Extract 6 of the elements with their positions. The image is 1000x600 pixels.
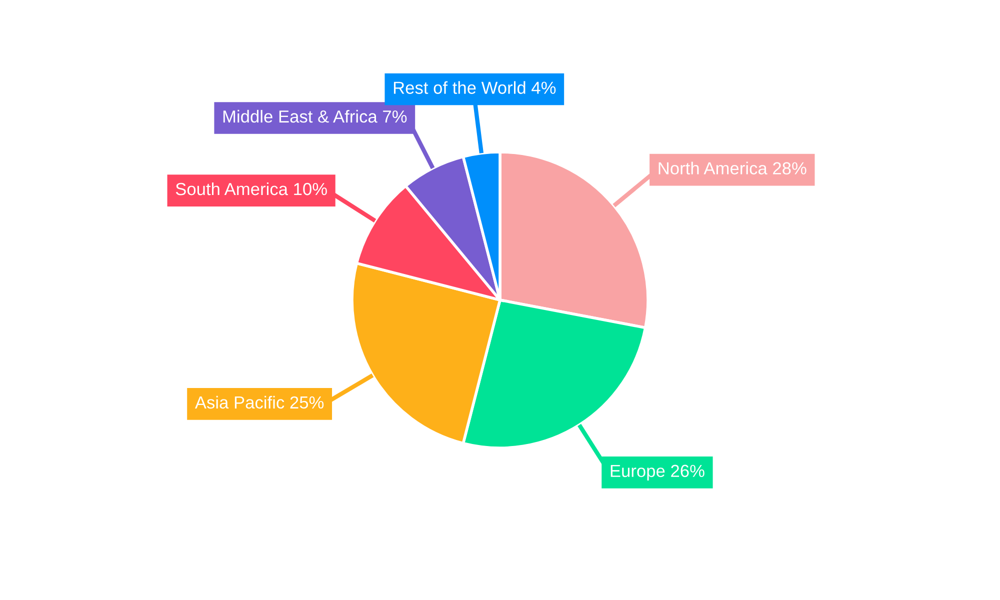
slice-label: North America 28% — [658, 162, 806, 174]
slice-label: Europe 26% — [610, 464, 704, 481]
slice-label: Asia Pacific 25% — [194, 396, 324, 409]
slice-label: Rest of the World 4% — [394, 81, 556, 94]
slice-label: Middle East & Africa 7% — [223, 110, 407, 123]
slice-label: South America 10% — [176, 182, 327, 196]
